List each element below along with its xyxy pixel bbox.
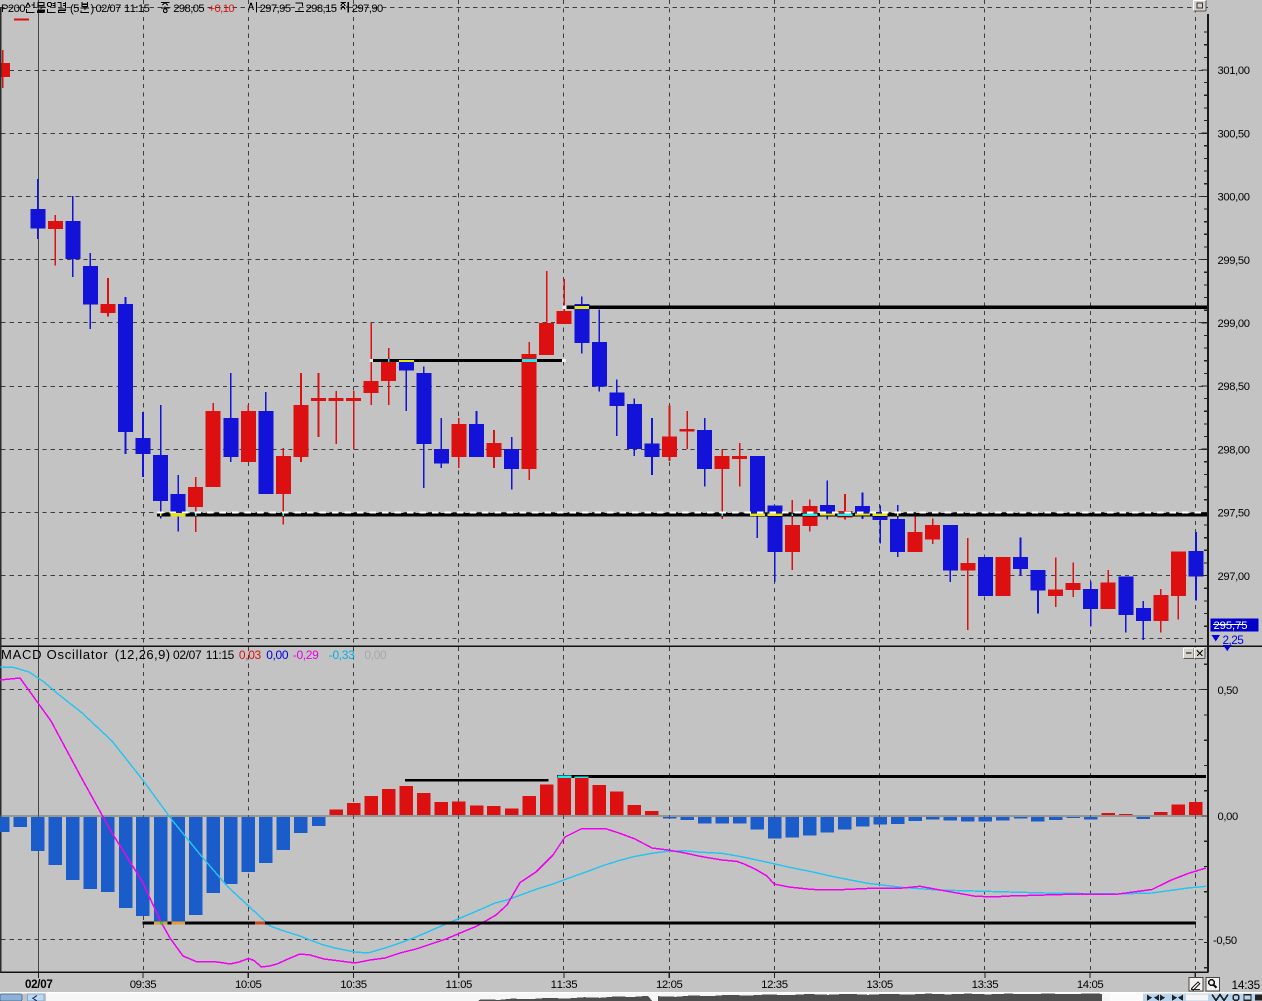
svg-text:-0,33: -0,33 (329, 648, 355, 662)
svg-text:-0,29: -0,29 (293, 648, 319, 662)
svg-text:2,25: 2,25 (1223, 633, 1245, 647)
svg-text:(5: (5 (70, 3, 79, 15)
svg-text:11:35: 11:35 (551, 979, 578, 991)
svg-text:(12,26,9): (12,26,9) (115, 647, 171, 662)
svg-text:13:35: 13:35 (972, 979, 999, 991)
svg-text:+0,10: +0,10 (209, 3, 235, 15)
svg-text:10:05: 10:05 (235, 979, 262, 991)
svg-text:11:15: 11:15 (206, 648, 235, 662)
svg-text:0,00: 0,00 (1218, 811, 1239, 823)
svg-text:0,00: 0,00 (364, 648, 387, 662)
svg-text:MACD Oscillator: MACD Oscillator (1, 647, 108, 662)
svg-text:02/07: 02/07 (96, 3, 122, 15)
svg-text:295,75: 295,75 (1214, 620, 1248, 632)
svg-text:12:35: 12:35 (761, 979, 788, 991)
svg-text:298,15: 298,15 (306, 3, 337, 15)
svg-text:12:05: 12:05 (656, 979, 683, 991)
svg-text:10:35: 10:35 (340, 979, 367, 991)
svg-text:297,90: 297,90 (352, 3, 383, 15)
svg-text:301,00: 301,00 (1218, 65, 1250, 77)
svg-text:13:05: 13:05 (866, 979, 893, 991)
svg-text:298,50: 298,50 (1218, 381, 1250, 393)
svg-text:): ) (91, 3, 95, 15)
svg-text:11:05: 11:05 (445, 979, 472, 991)
svg-text:14:05: 14:05 (1077, 979, 1104, 991)
svg-text:297,00: 297,00 (1218, 571, 1250, 583)
svg-text:0,00: 0,00 (266, 648, 289, 662)
svg-text:11:15: 11:15 (124, 3, 150, 15)
svg-text:14:35: 14:35 (1232, 978, 1261, 992)
svg-text:299,50: 299,50 (1218, 255, 1250, 267)
svg-text:09:35: 09:35 (130, 979, 157, 991)
svg-text:P200: P200 (1, 3, 25, 15)
svg-text:298,05: 298,05 (173, 3, 204, 15)
svg-text:300,00: 300,00 (1218, 192, 1250, 204)
svg-text:298,00: 298,00 (1218, 444, 1250, 456)
svg-text:0,03: 0,03 (239, 648, 262, 662)
svg-text:299,00: 299,00 (1218, 318, 1250, 330)
svg-text:297,95: 297,95 (260, 3, 291, 15)
svg-text:297,50: 297,50 (1218, 508, 1250, 520)
svg-text:02/07: 02/07 (25, 978, 53, 991)
svg-text:0,50: 0,50 (1218, 685, 1239, 697)
svg-text:300,50: 300,50 (1218, 128, 1250, 140)
svg-text:-0,50: -0,50 (1213, 935, 1237, 947)
svg-text:02/07: 02/07 (173, 648, 202, 662)
